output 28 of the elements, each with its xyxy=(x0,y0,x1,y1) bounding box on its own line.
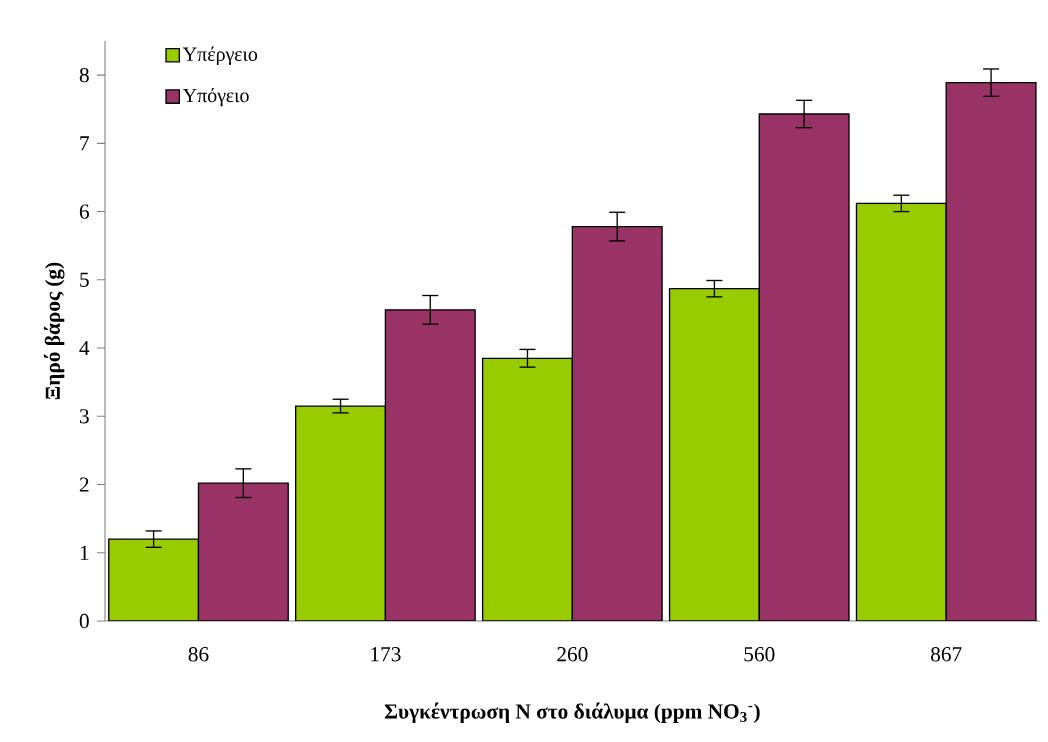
y-tick-label: 1 xyxy=(80,545,89,560)
y-tick-label: 2 xyxy=(79,477,89,492)
legend-label: Υπόγειο xyxy=(182,87,249,107)
bar xyxy=(758,113,850,621)
x-tick-label: 560 xyxy=(744,647,775,662)
bar xyxy=(295,405,387,621)
bar xyxy=(571,225,663,621)
bar xyxy=(197,482,289,621)
x-tick-label: 867 xyxy=(931,647,962,662)
y-tick-label: 7 xyxy=(80,136,90,151)
y-tick-label: 0 xyxy=(79,613,89,629)
x-tick-label: 173 xyxy=(371,647,401,662)
y-tick-label: 6 xyxy=(79,204,89,219)
legend-label: Υπέργειο xyxy=(182,46,258,65)
bar xyxy=(945,81,1037,621)
bar xyxy=(384,309,476,621)
y-tick-label: 3 xyxy=(79,409,89,424)
x-tick-label: 260 xyxy=(557,647,588,662)
bar xyxy=(108,538,200,621)
y-axis-title: Ξηρό βάρος (g) xyxy=(43,262,65,400)
x-tick-label: 86 xyxy=(188,647,209,662)
bar xyxy=(481,357,574,621)
bar xyxy=(668,288,760,621)
text: Συγκέντρωση N στο διάλυμα (ppm NO$_{3}$$^{-}$) xyxy=(384,702,760,723)
y-tick-label: 8 xyxy=(79,67,89,83)
bar xyxy=(855,202,947,621)
y-tick-label: 4 xyxy=(79,341,90,356)
y-tick-label: 5 xyxy=(80,272,89,287)
